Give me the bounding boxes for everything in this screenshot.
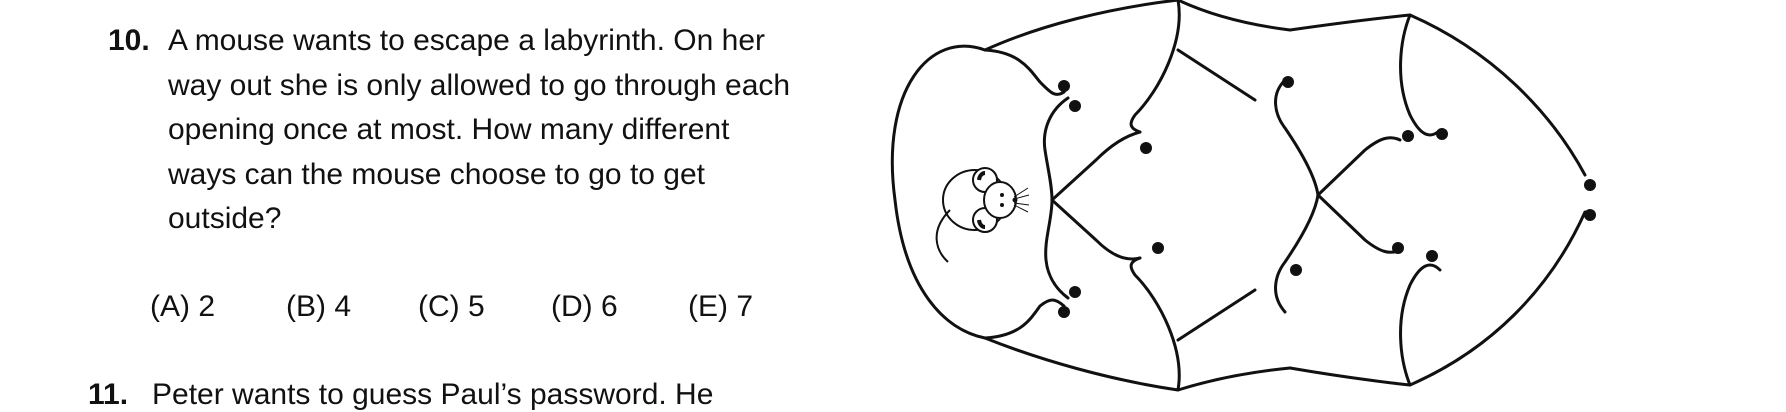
opening-knob: [1140, 142, 1152, 154]
choice-a[interactable]: (A) 2: [150, 290, 216, 323]
question-10-line-1: A mouse wants to escape a labyrinth. On …: [168, 24, 765, 57]
opening-knob: [1069, 286, 1081, 298]
choice-d[interactable]: (D) 6: [551, 290, 618, 323]
opening-knob: [1584, 209, 1596, 221]
opening-knob: [1436, 128, 1448, 140]
question-10-line-4: ways can the mouse choose to go to get: [168, 158, 705, 191]
question-10-number: 10.: [108, 24, 150, 57]
opening-knob: [1058, 80, 1070, 92]
question-11-number: 11.: [88, 378, 129, 411]
opening-knob: [1290, 264, 1302, 276]
labyrinth-figure: [890, 0, 1596, 392]
choice-b[interactable]: (B) 4: [286, 290, 352, 323]
question-10-line-2: way out she is only allowed to go throug…: [168, 69, 791, 102]
question-10-line-3: opening once at most. How many different: [168, 113, 730, 146]
opening-knob: [1282, 76, 1294, 88]
choice-e[interactable]: (E) 7: [688, 290, 754, 323]
opening-knob: [1069, 100, 1081, 112]
choice-c[interactable]: (C) 5: [418, 290, 485, 323]
mouse-icon: [935, 167, 1030, 263]
door-openings: [1058, 76, 1596, 318]
opening-knob: [1392, 242, 1404, 254]
labyrinth-walls: [890, 0, 1587, 392]
question-11-line-1: Peter wants to guess Paul’s password. He: [152, 378, 714, 411]
opening-knob: [1058, 306, 1070, 318]
opening-knob: [1402, 130, 1414, 142]
question-10-line-5: outside?: [168, 202, 282, 235]
opening-knob: [1152, 242, 1164, 254]
opening-knob: [1584, 179, 1596, 191]
opening-knob: [1426, 250, 1438, 262]
